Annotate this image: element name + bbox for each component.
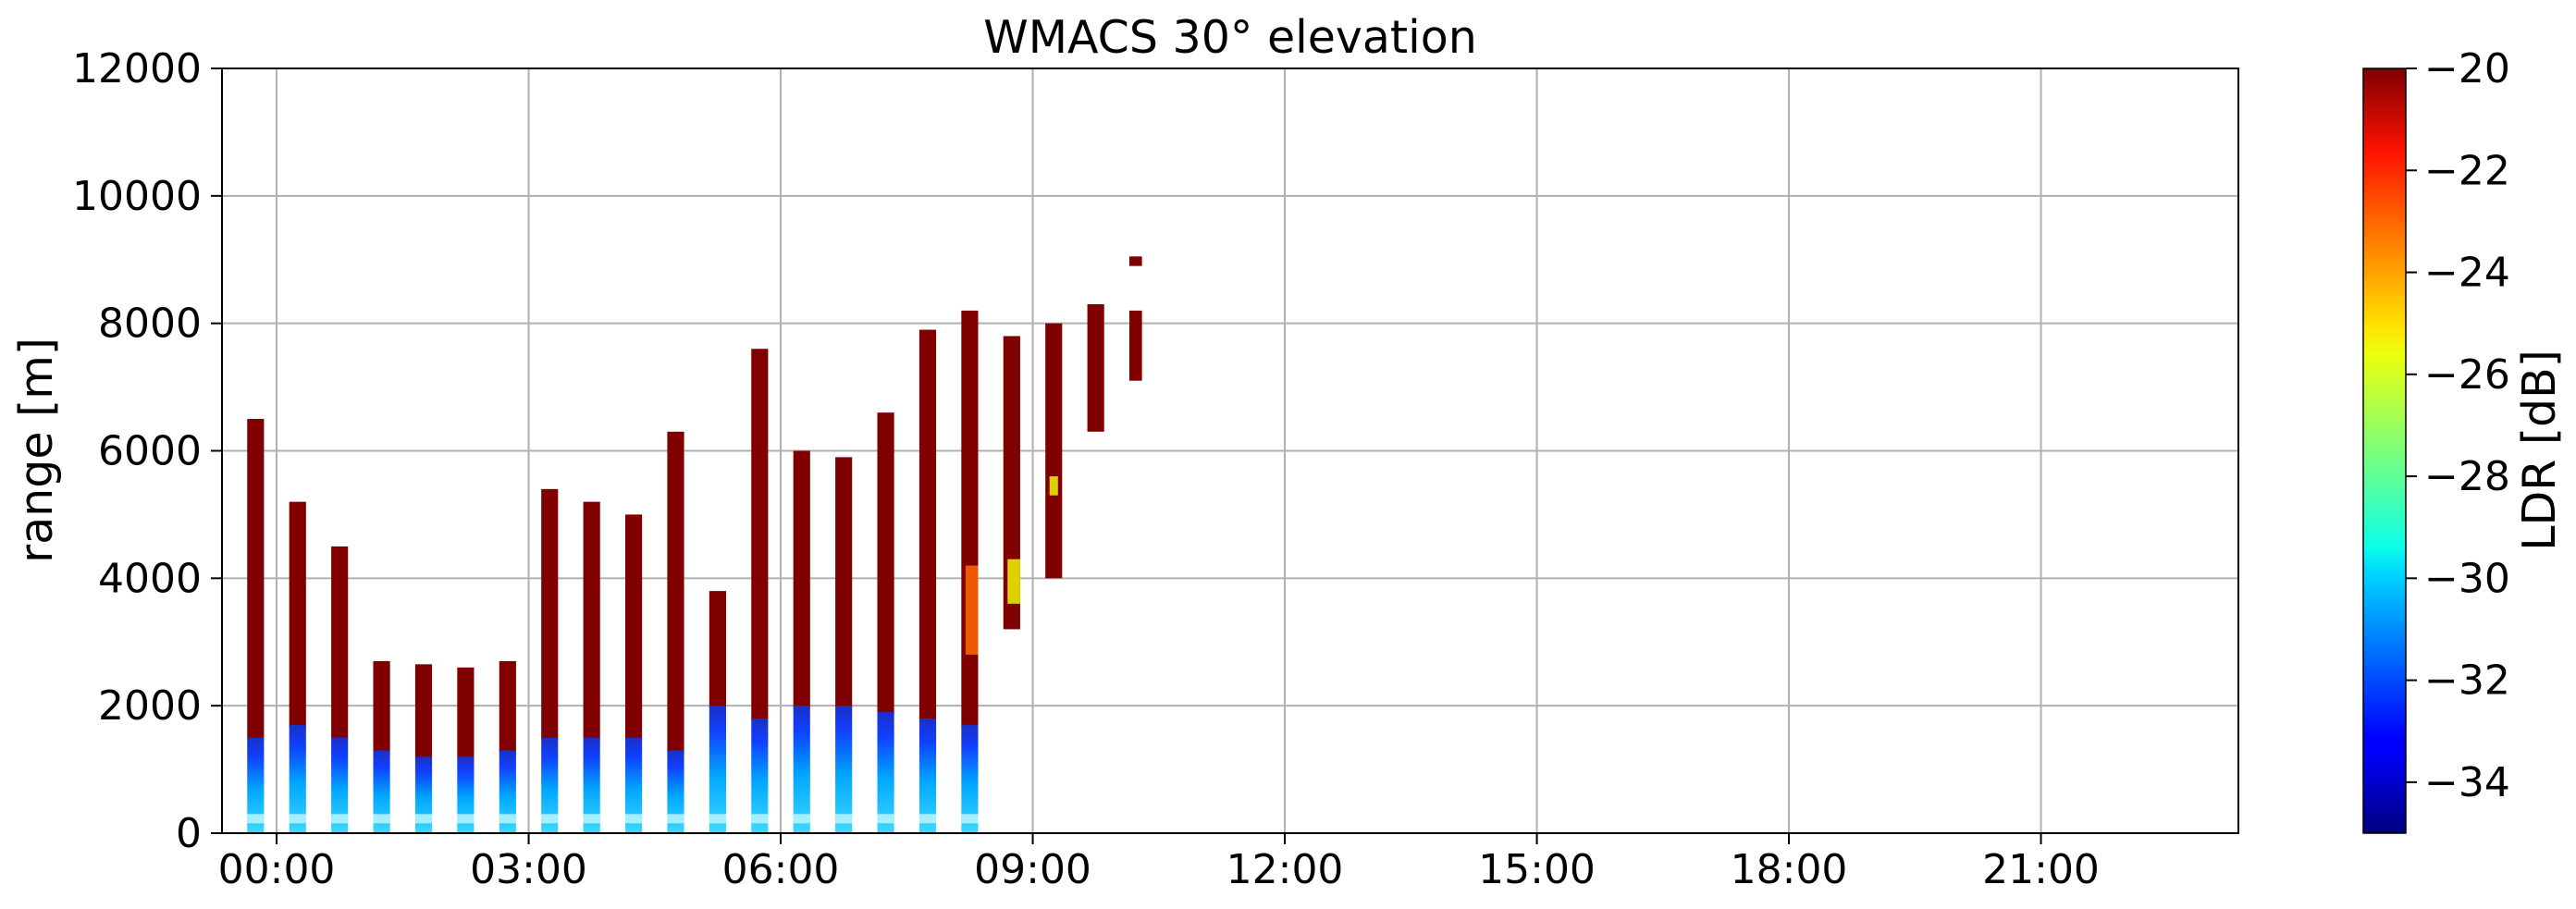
colorbar [2362,68,2407,834]
surface-band [709,814,726,824]
surface-band [961,814,979,824]
low-ldr-column [541,737,559,833]
high-ldr-column [877,412,894,715]
surface-band [414,814,433,824]
high-ldr-column [835,457,853,708]
x-tick-label: 15:00 [1478,846,1596,893]
low-ldr-column [583,737,600,833]
x-tick-label: 00:00 [218,846,336,893]
high-ldr-column [709,591,726,708]
surface-band [499,814,516,824]
low-ldr-column [918,718,937,833]
colorbar-tick-label: −32 [2424,657,2510,705]
high-ldr-column [541,488,559,740]
high-ldr-column [247,419,265,740]
surface-band [877,814,894,824]
low-ldr-column [709,706,726,833]
colorbar-tick-label: −22 [2424,147,2510,194]
surface-band [331,814,349,824]
high-ldr-patch [1087,303,1104,432]
y-tick-label: 4000 [98,555,202,602]
high-ldr-column [961,310,979,727]
surface-band [835,814,853,824]
low-ldr-column [625,737,643,833]
low-ldr-column [877,712,894,833]
high-ldr-patch [1129,310,1142,381]
high-ldr-column [331,546,349,740]
high-ldr-column [289,501,306,727]
grid-lines [222,68,2238,834]
high-ldr-column [414,664,433,759]
low-ldr-column [373,750,390,833]
low-ldr-column [835,706,853,833]
surface-band [918,814,937,824]
low-ldr-column [289,724,306,833]
low-ldr-column [247,737,265,833]
surface-band [793,814,810,824]
low-ldr-column [751,718,769,833]
high-ldr-patch [1129,256,1142,266]
colorbar-ticks: −20 −22 −24 −26 −28 −30 −32 −34 [2406,45,2510,806]
surface-band [247,814,265,824]
surface-band [373,814,390,824]
y-tick-label: 8000 [98,301,202,348]
chart-title: WMACS 30° elevation [983,11,1477,64]
high-ldr-column [499,660,516,753]
surface-band [457,814,475,824]
high-ldr-column [373,660,390,753]
colorbar-tick-label: −20 [2424,45,2510,92]
low-ldr-column [793,706,810,833]
surface-band [583,814,600,824]
ldr-data-layer [247,256,1142,833]
mid-ldr-patch [965,565,979,656]
y-tick-label: 10000 [72,173,202,220]
x-tick-label: 21:00 [1982,846,2100,893]
surface-band [751,814,769,824]
x-axis-ticks: 00:00 03:00 06:00 09:00 12:00 15:00 18:00 21:00 [218,833,2100,893]
high-ldr-patch [1045,323,1063,579]
high-ldr-column [751,349,769,720]
y-axis-label: range [m] [10,338,63,563]
mid-ldr-patch [1049,476,1058,496]
surface-band [541,814,559,824]
y-tick-label: 0 [176,810,202,857]
x-tick-label: 06:00 [722,846,840,893]
x-tick-label: 09:00 [974,846,1091,893]
colorbar-tick-label: −30 [2424,555,2510,602]
high-ldr-column [625,514,643,740]
x-tick-label: 12:00 [1226,846,1344,893]
surface-band [667,814,684,824]
high-ldr-patch [1003,336,1020,630]
y-tick-label: 12000 [72,45,202,92]
low-ldr-column [499,750,516,833]
colorbar-tick-label: −26 [2424,351,2510,399]
colorbar-tick-label: −28 [2424,453,2510,500]
high-ldr-column [583,501,600,740]
high-ldr-column [667,431,684,753]
mid-ldr-patch [1007,559,1020,604]
surface-band [289,814,306,824]
colorbar-label: LDR [dB] [2513,350,2566,551]
high-ldr-column [918,329,937,720]
high-ldr-column [793,450,810,708]
x-tick-label: 03:00 [470,846,587,893]
low-ldr-column [331,737,349,833]
surface-band [625,814,643,824]
y-tick-label: 6000 [98,428,202,475]
low-ldr-column [667,750,684,833]
low-ldr-column [961,724,979,833]
colorbar-tick-label: −24 [2424,250,2510,297]
x-tick-label: 18:00 [1731,846,1848,893]
y-axis-ticks: 0 2000 4000 6000 8000 10000 12000 [72,45,222,857]
y-tick-label: 2000 [98,682,202,730]
colorbar-tick-label: −34 [2424,759,2510,806]
high-ldr-column [457,667,475,759]
